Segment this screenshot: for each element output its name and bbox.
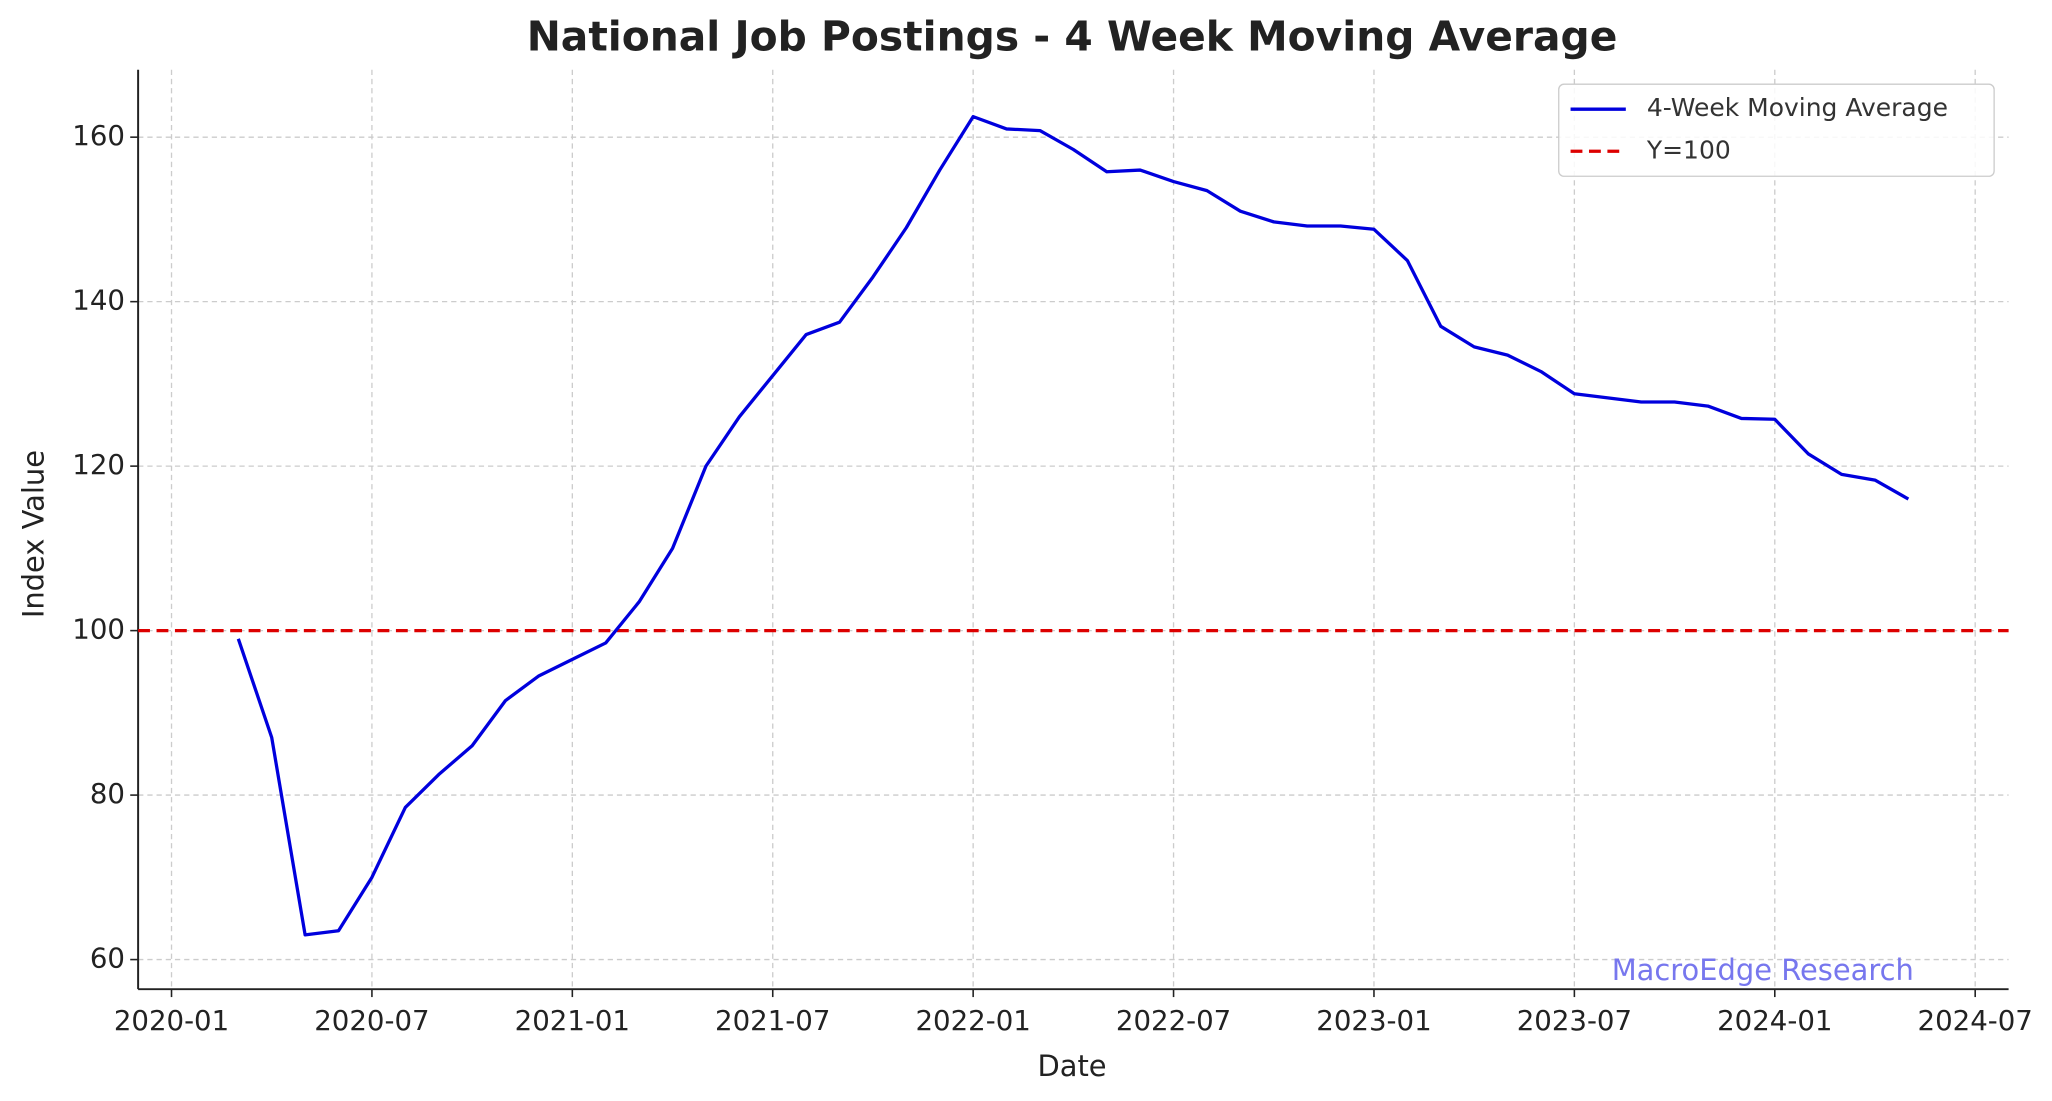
x-tick-label: 2022-07 [1116, 1004, 1231, 1037]
x-tick-label: 2020-01 [114, 1004, 229, 1037]
y-tick-label: 60 [90, 942, 125, 975]
x-tick-label: 2024-01 [1717, 1004, 1832, 1037]
line-series [236, 114, 1910, 937]
legend-label: Y=100 [1646, 135, 1731, 164]
watermark: MacroEdge Research [1612, 953, 1914, 987]
y-tick-label: 80 [90, 777, 125, 810]
x-tick-label: 2023-07 [1517, 1004, 1632, 1037]
legend-label: 4-Week Moving Average [1647, 93, 1948, 122]
y-tick-label: 160 [72, 119, 125, 152]
chart-title: National Job Postings - 4 Week Moving Av… [527, 12, 1618, 60]
legend-box [1558, 83, 1995, 177]
legend: 4-Week Moving Average Y=100 [1558, 83, 1995, 177]
x-axis-label: Date [1037, 1049, 1106, 1083]
x-tick-label: 2021-07 [715, 1004, 830, 1037]
y-tick-label: 120 [72, 448, 125, 481]
y-axis-label: Index Value [17, 450, 51, 618]
x-tick-label: 2020-07 [314, 1004, 429, 1037]
x-tick-label: 2024-07 [1918, 1004, 2033, 1037]
x-tick-label: 2021-01 [515, 1004, 630, 1037]
y-tick-label: 100 [72, 613, 125, 646]
y-tick-label: 140 [72, 284, 125, 317]
x-tick-label: 2023-01 [1316, 1004, 1431, 1037]
x-tick-label: 2022-01 [915, 1004, 1030, 1037]
